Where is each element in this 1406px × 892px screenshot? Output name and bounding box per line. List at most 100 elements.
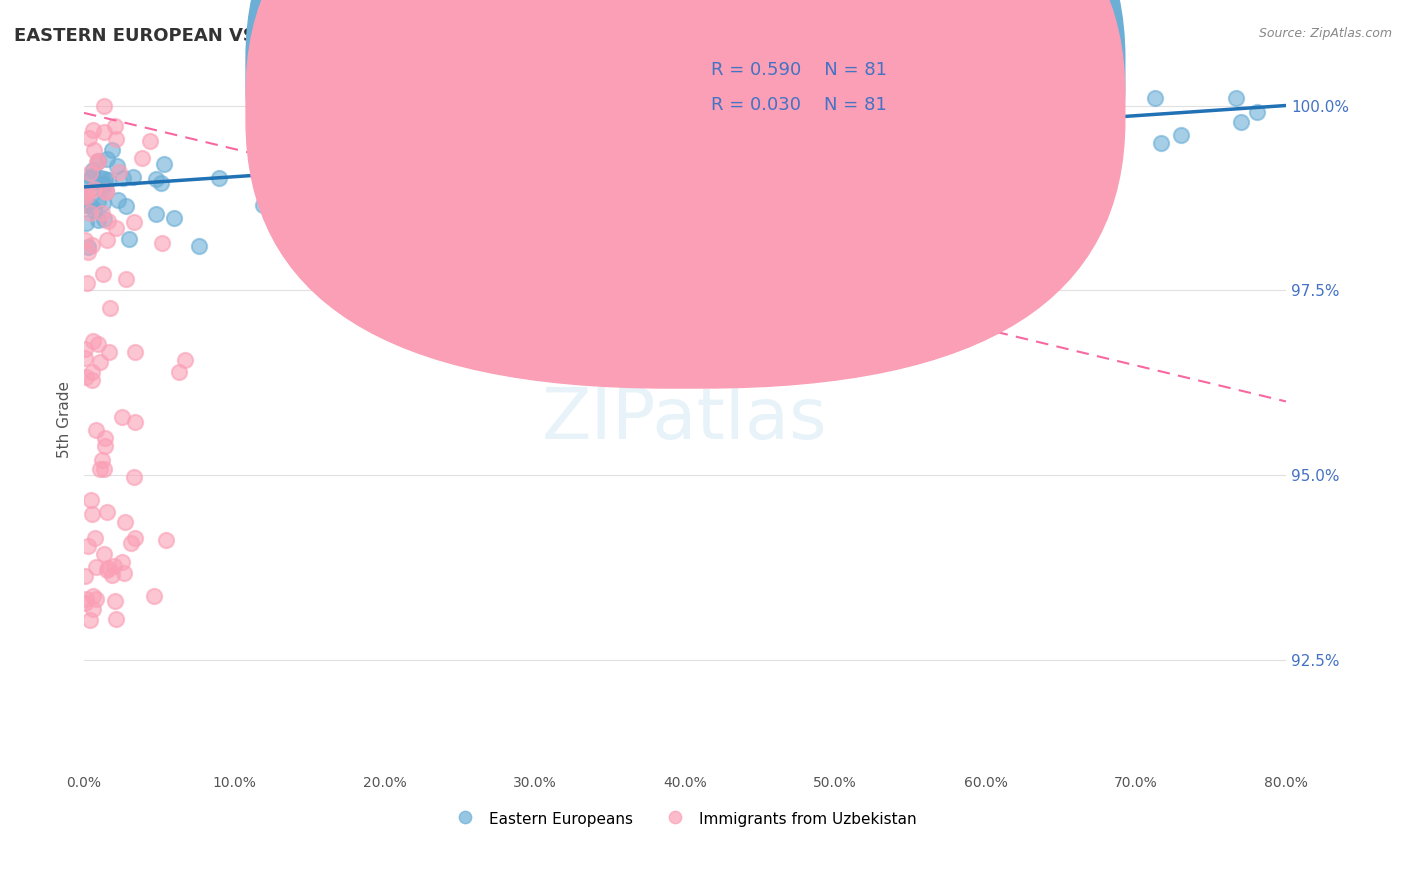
Point: [105, 159, 128, 173]
Point: [793, 133, 815, 147]
Point: [76, 190, 98, 204]
Point: [208, 170, 231, 185]
Point: [717, 169, 740, 183]
Point: [86, 213, 108, 227]
Point: [80, 169, 103, 183]
Point: [107, 193, 129, 207]
Point: [75, 596, 97, 610]
Point: [111, 409, 134, 424]
Point: [84, 560, 107, 574]
Point: [107, 165, 129, 179]
Point: [82, 507, 104, 521]
Text: R = 0.590    N = 81: R = 0.590 N = 81: [711, 61, 887, 78]
Point: [76, 244, 98, 259]
Point: [82, 590, 104, 604]
Point: [77, 240, 100, 254]
Point: [89, 355, 111, 369]
Point: [79, 166, 101, 180]
Point: [83, 531, 105, 545]
Point: [84, 423, 107, 437]
Point: [82, 334, 104, 348]
Point: [112, 566, 135, 580]
Point: [163, 211, 186, 226]
Point: [94, 178, 117, 192]
Point: [87, 194, 110, 208]
Point: [111, 170, 134, 185]
Point: [114, 515, 136, 529]
Point: [616, 104, 638, 119]
Point: [863, 141, 886, 155]
Point: [75, 181, 97, 195]
Point: [83, 182, 105, 196]
Point: [1092, 106, 1115, 120]
Point: [96, 184, 118, 198]
Point: [93, 462, 115, 476]
Point: [96, 184, 118, 198]
Point: [252, 197, 274, 211]
Point: [91, 267, 114, 281]
Point: [815, 153, 838, 168]
Point: [90, 452, 112, 467]
Y-axis label: 5th Grade: 5th Grade: [58, 382, 72, 458]
Point: [93, 99, 115, 113]
Point: [557, 115, 579, 129]
Point: [75, 233, 97, 247]
Point: [624, 128, 647, 142]
Point: [643, 167, 665, 181]
Point: [139, 134, 162, 148]
Point: [733, 172, 755, 186]
Point: [173, 353, 195, 368]
Point: [96, 152, 118, 166]
Point: [87, 337, 110, 351]
Point: [77, 130, 100, 145]
Point: [352, 161, 374, 176]
Point: [1014, 107, 1036, 121]
Point: [917, 130, 939, 145]
Point: [104, 594, 127, 608]
Point: [1150, 136, 1173, 150]
Point: [89, 462, 111, 476]
Point: [613, 136, 636, 151]
Point: [91, 181, 114, 195]
Point: [665, 127, 688, 141]
Point: [120, 536, 142, 550]
Point: [76, 539, 98, 553]
Point: [696, 155, 718, 169]
Point: [97, 561, 120, 575]
Point: [124, 415, 146, 429]
Point: [849, 139, 872, 153]
Point: [948, 128, 970, 142]
Point: [1246, 105, 1268, 120]
Point: [983, 91, 1005, 105]
Point: [831, 151, 853, 165]
Point: [98, 345, 121, 359]
Point: [100, 143, 122, 157]
Point: [98, 301, 121, 315]
Point: [104, 612, 127, 626]
Point: [628, 160, 651, 174]
Point: [75, 591, 97, 606]
Point: [111, 555, 134, 569]
Point: [122, 169, 145, 184]
Point: [87, 153, 110, 168]
Point: [703, 115, 725, 129]
Point: [96, 563, 118, 577]
Text: ZIPatlas: ZIPatlas: [543, 385, 828, 454]
Point: [585, 187, 607, 202]
Point: [86, 592, 108, 607]
Point: [79, 206, 101, 220]
Point: [91, 178, 114, 192]
Point: [77, 185, 100, 199]
Point: [145, 172, 167, 186]
Point: [79, 614, 101, 628]
Point: [122, 469, 145, 483]
Point: [97, 213, 120, 227]
Point: [658, 161, 681, 176]
Point: [131, 151, 153, 165]
Point: [82, 373, 104, 387]
Point: [82, 123, 104, 137]
Point: [76, 276, 98, 290]
Point: [1225, 91, 1247, 105]
Point: [93, 125, 115, 139]
Point: [118, 232, 141, 246]
